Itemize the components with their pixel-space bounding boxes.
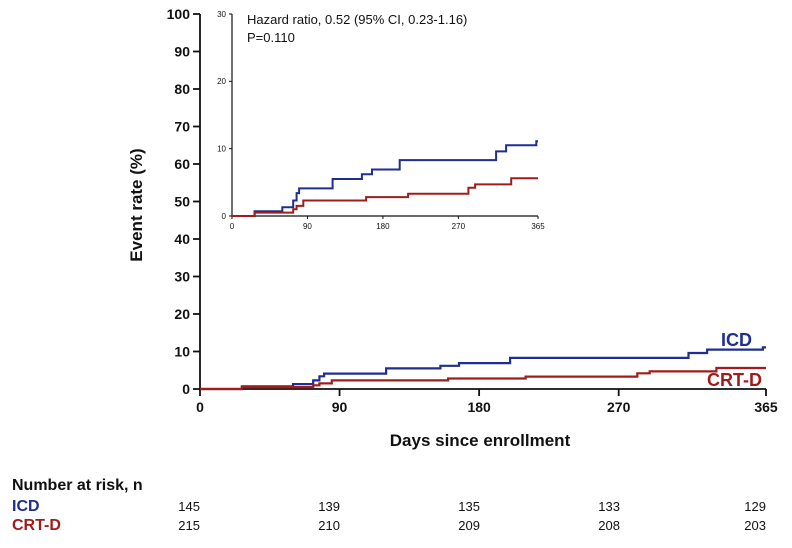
main-series-crt-d: [200, 366, 766, 391]
risk-cell: 203: [744, 518, 766, 533]
main-y-tick-label: 50: [174, 194, 190, 210]
inset-x-tick-label: 180: [376, 222, 390, 231]
inset-x-tick-label: 90: [303, 222, 312, 231]
main-x-tick-label: 90: [332, 399, 348, 415]
main-y-tick-label: 100: [167, 6, 191, 22]
main-x-tick-label: 270: [607, 399, 631, 415]
risk-cell: 129: [744, 499, 766, 514]
inset-x-tick-label: 0: [230, 222, 235, 231]
inset-x-tick-label: 270: [452, 222, 466, 231]
risk-table-rows: ICD 145 139 135 133 129 CRT-D 215 210 209 208 203: [12, 498, 766, 534]
inset-y-tick-label: 20: [217, 77, 226, 86]
p-value-annotation: P=0.110: [247, 30, 295, 45]
risk-row-label: CRT-D: [12, 517, 61, 534]
inset-series: [232, 140, 538, 217]
main-x-ticks: 0 90 180 270 365: [196, 389, 778, 415]
inset-plot: 0 10 20 30 0 90 180 270 365 Hazard ratio, 0.52 …: [217, 10, 545, 231]
risk-cell: 145: [178, 499, 200, 514]
main-y-tick-label: 90: [174, 44, 190, 60]
main-y-tick-label: 70: [174, 119, 190, 135]
inset-series-crt-d: [232, 177, 538, 217]
main-y-tick-label: 80: [174, 81, 190, 97]
risk-table: Number at risk, n ICD 145 139 135 133 129 CRT-…: [12, 477, 766, 534]
risk-cell: 133: [598, 499, 620, 514]
x-axis-title: Days since enrollment: [390, 431, 571, 450]
inset-y-tick-label: 30: [217, 10, 226, 19]
risk-cell: 215: [178, 518, 200, 533]
series-label-icd: ICD: [721, 330, 752, 350]
main-series: [200, 346, 766, 391]
risk-cell: 210: [318, 518, 340, 533]
risk-row-label: ICD: [12, 498, 40, 515]
main-y-tick-label: 30: [174, 269, 190, 285]
risk-cell: 208: [598, 518, 620, 533]
risk-cell: 135: [458, 499, 480, 514]
inset-series-icd: [232, 140, 538, 217]
hazard-ratio-annotation: Hazard ratio, 0.52 (95% CI, 0.23-1.16): [247, 12, 467, 27]
inset-y-tick-label: 0: [222, 212, 227, 221]
y-axis-title: Event rate (%): [127, 148, 146, 261]
main-x-tick-label: 365: [754, 399, 778, 415]
main-y-ticks: 0 10 20 30 40 50 60 70 80 90 100: [167, 6, 200, 397]
main-y-tick-label: 40: [174, 231, 190, 247]
inset-y-tick-label: 10: [217, 145, 226, 154]
main-series-icd: [200, 346, 766, 391]
main-y-tick-label: 10: [174, 344, 190, 360]
risk-table-title: Number at risk, n: [12, 477, 143, 494]
risk-cell: 139: [318, 499, 340, 514]
inset-y-ticks: 0 10 20 30: [217, 10, 232, 221]
main-y-tick-label: 60: [174, 156, 190, 172]
main-x-tick-label: 0: [196, 399, 204, 415]
main-y-tick-label: 0: [182, 381, 190, 397]
risk-cell: 209: [458, 518, 480, 533]
main-y-tick-label: 20: [174, 306, 190, 322]
main-x-tick-label: 180: [467, 399, 491, 415]
series-label-crt-d: CRT-D: [707, 370, 762, 390]
inset-x-tick-label: 365: [531, 222, 545, 231]
inset-x-ticks: 0 90 180 270 365: [230, 216, 545, 231]
